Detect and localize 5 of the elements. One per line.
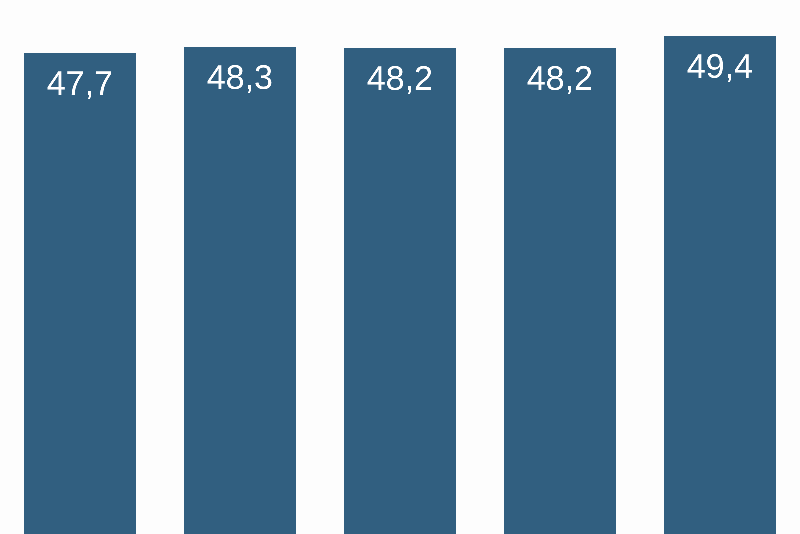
data-label: 48,3 xyxy=(207,59,274,97)
data-label: 48,2 xyxy=(527,60,594,98)
data-label: 48,2 xyxy=(367,60,434,98)
data-label: 47,7 xyxy=(47,65,114,103)
data-label: 49,4 xyxy=(687,48,754,86)
